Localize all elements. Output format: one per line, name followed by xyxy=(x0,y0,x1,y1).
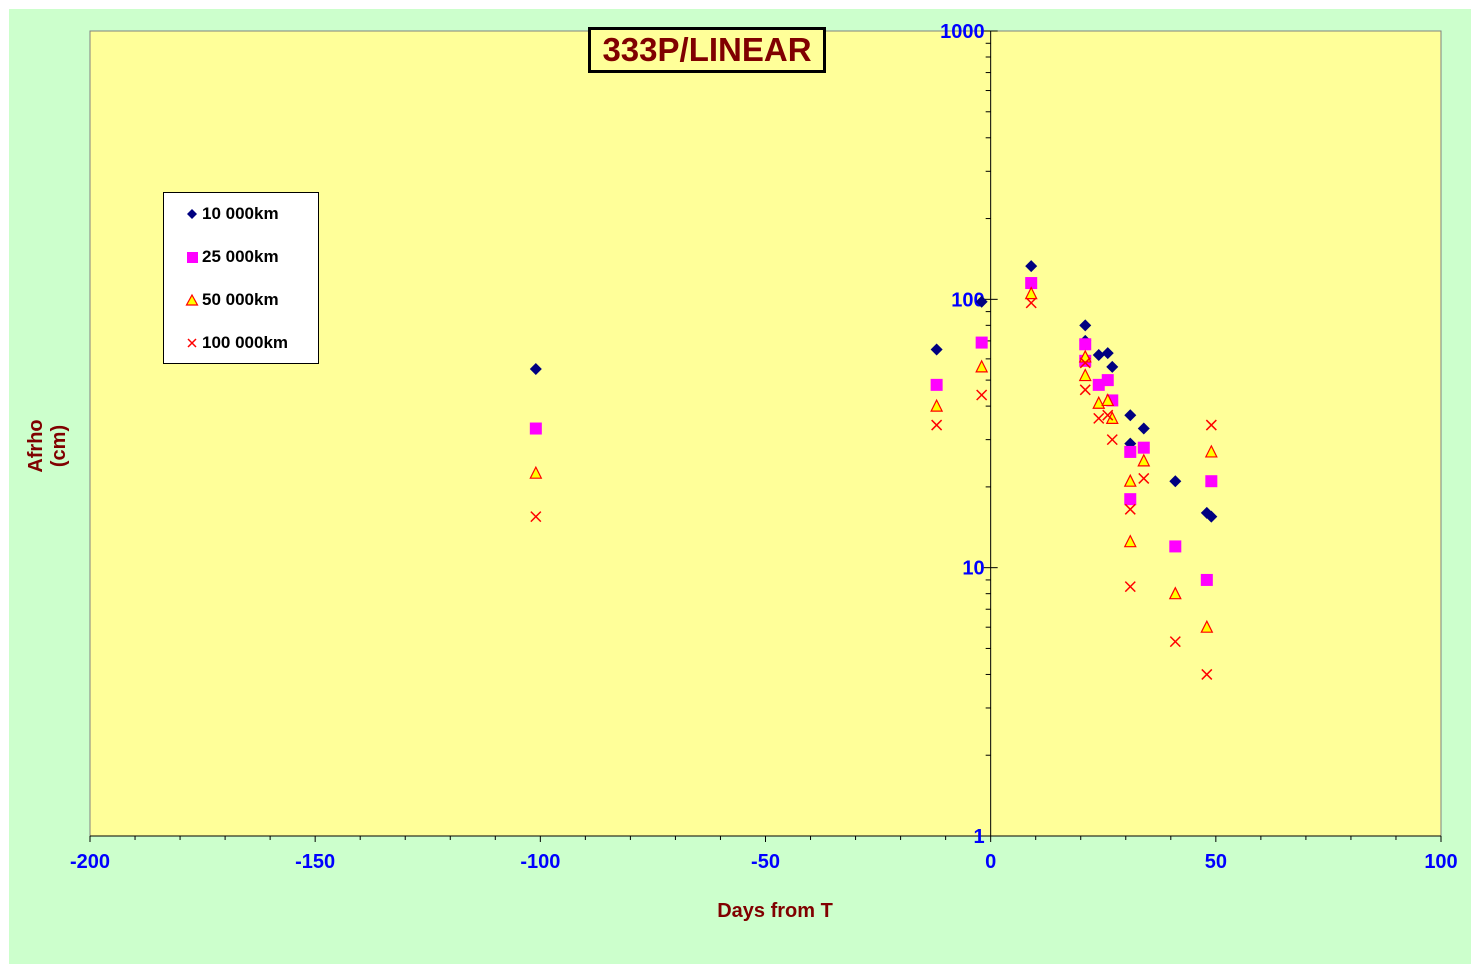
point-100000km xyxy=(1124,581,1136,593)
point-10000km xyxy=(1137,422,1150,435)
x-tick-label: -150 xyxy=(295,851,335,873)
point-10000km xyxy=(975,295,988,308)
point-25000km xyxy=(1025,277,1038,290)
point-25000km xyxy=(1124,445,1137,458)
point-10000km xyxy=(1079,319,1092,332)
point-100000km xyxy=(1205,419,1217,431)
legend-item-50000km: 50 000km xyxy=(184,288,279,312)
y-tick-label: 1000 xyxy=(940,21,985,43)
point-10000km xyxy=(1106,360,1119,373)
legend-label: 50 000km xyxy=(202,290,279,309)
tick-labels: -200 -150 -100 -50 0 50 100 1 10 100 1000 xyxy=(70,21,1458,873)
point-50000km xyxy=(1024,286,1038,300)
point-50000km xyxy=(1078,368,1092,382)
legend-item-25000km: 25 000km xyxy=(184,245,279,269)
triangle-marker-icon xyxy=(185,293,199,306)
point-25000km xyxy=(1200,573,1213,586)
x-tick-label: -50 xyxy=(751,851,780,873)
point-100000km xyxy=(530,511,542,523)
point-10000km xyxy=(930,343,943,356)
point-10000km xyxy=(1124,409,1137,422)
chart-title: 333P/LINEAR xyxy=(588,27,826,73)
chart-title-text: 333P/LINEAR xyxy=(602,31,812,68)
point-10000km xyxy=(529,363,542,376)
point-50000km xyxy=(1123,473,1137,487)
point-50000km xyxy=(1092,395,1106,409)
legend-label: 25 000km xyxy=(202,247,279,266)
point-50000km xyxy=(1204,444,1218,458)
point-25000km xyxy=(1092,378,1105,391)
x-axis-label: Days from T xyxy=(717,900,833,922)
point-100000km xyxy=(931,419,943,431)
plot-area xyxy=(89,30,1442,837)
point-100000km xyxy=(1106,434,1118,446)
diamond-marker-icon xyxy=(187,209,197,219)
point-25000km xyxy=(1101,374,1114,387)
point-25000km xyxy=(1137,441,1150,454)
point-100000km xyxy=(1079,357,1091,369)
point-25000km xyxy=(529,422,542,435)
point-50000km xyxy=(1101,393,1115,407)
x-tick-label: 100 xyxy=(1424,851,1457,873)
legend-label: 100 000km xyxy=(202,333,289,352)
y-tick-label: 100 xyxy=(951,289,984,311)
point-100000km xyxy=(1079,384,1091,396)
point-25000km xyxy=(975,336,988,349)
x-tick-label: 50 xyxy=(1205,851,1227,873)
point-10000km xyxy=(1092,349,1105,362)
point-100000km xyxy=(1093,412,1105,424)
point-50000km xyxy=(529,465,543,479)
y-axis-label: Afrho (cm) xyxy=(25,419,70,473)
point-50000km xyxy=(1200,619,1214,633)
point-10000km xyxy=(1101,347,1114,360)
legend-label: 10 000km xyxy=(202,204,279,223)
point-25000km xyxy=(1169,540,1182,553)
legend-item-100000km: 100 000km xyxy=(184,331,288,355)
point-50000km xyxy=(1137,453,1151,467)
point-100000km xyxy=(1138,472,1150,484)
tick-marks xyxy=(89,30,1442,842)
point-100000km xyxy=(1169,636,1181,648)
point-100000km xyxy=(976,389,988,401)
point-50000km xyxy=(1168,586,1182,600)
point-100000km xyxy=(1025,297,1037,309)
point-25000km xyxy=(1124,493,1137,506)
point-25000km xyxy=(1079,338,1092,351)
point-50000km xyxy=(930,398,944,412)
y-tick-label: 1 xyxy=(974,826,985,848)
data-points xyxy=(529,260,1218,680)
legend: 10 000km 25 000km 50 000km 100 000km xyxy=(163,192,319,364)
point-25000km xyxy=(1205,475,1218,488)
x-tick-label: -200 xyxy=(70,851,110,873)
legend-item-10000km: 10 000km xyxy=(184,202,279,226)
x-marker-icon xyxy=(187,338,197,348)
point-10000km xyxy=(1025,260,1038,273)
point-50000km xyxy=(1123,534,1137,548)
point-10000km xyxy=(1169,475,1182,488)
point-25000km xyxy=(930,378,943,391)
x-tick-label: 0 xyxy=(985,851,996,873)
point-100000km xyxy=(1124,503,1136,515)
point-50000km xyxy=(975,359,989,373)
point-10000km xyxy=(1205,510,1218,523)
y-tick-label: 10 xyxy=(962,558,984,580)
square-marker-icon xyxy=(187,252,198,263)
x-tick-label: -100 xyxy=(520,851,560,873)
point-100000km xyxy=(1201,668,1213,680)
point-100000km xyxy=(1102,409,1114,421)
